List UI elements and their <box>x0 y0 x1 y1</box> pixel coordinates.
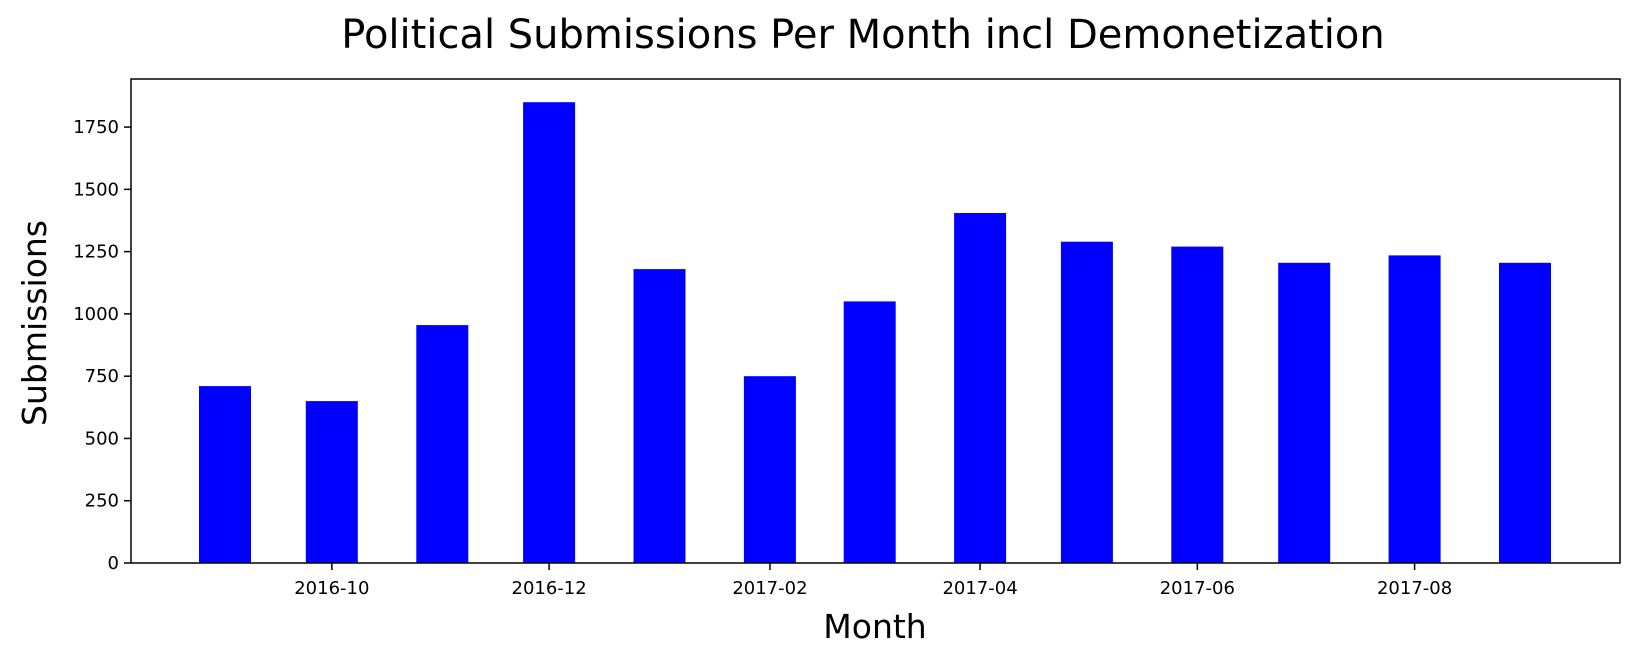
bars-group <box>199 102 1551 563</box>
chart-title: Political Submissions Per Month incl Dem… <box>341 12 1384 58</box>
y-axis: 0 250 500 750 1000 1250 1500 1750 <box>73 117 131 574</box>
bar-2016-12 <box>523 102 576 563</box>
bar-2017-03 <box>843 301 896 563</box>
x-axis-label: Month <box>823 607 926 646</box>
x-axis: 2016-10 2016-12 2017-02 2017-04 2017-06 2017-… <box>294 563 1452 599</box>
bar-2016-09 <box>199 386 251 563</box>
bar-2017-06 <box>1171 246 1224 563</box>
x-tick-label: 2017-06 <box>1160 578 1235 599</box>
plot-area-frame <box>130 78 1621 564</box>
bar-2017-05 <box>1060 241 1113 563</box>
x-tick-label: 2017-02 <box>732 578 807 599</box>
bar-2017-02 <box>743 376 796 563</box>
bar-2017-01 <box>633 269 686 563</box>
y-tick-label: 0 <box>108 553 119 574</box>
y-tick-label: 500 <box>85 428 119 449</box>
bar-2017-07 <box>1278 262 1331 563</box>
x-tick-label: 2017-04 <box>942 578 1017 599</box>
y-axis-label: Submissions <box>15 220 54 426</box>
y-tick-label: 1750 <box>73 117 119 138</box>
x-tick-label: 2017-08 <box>1377 578 1452 599</box>
y-tick-label: 250 <box>85 491 119 512</box>
y-tick-label: 1250 <box>73 242 119 263</box>
y-tick-label: 750 <box>85 366 119 387</box>
bar-2016-10 <box>305 401 358 563</box>
bar-2017-09 <box>1499 262 1551 563</box>
y-tick-label: 1500 <box>73 179 119 200</box>
bar-2016-11 <box>416 325 469 563</box>
x-tick-label: 2016-10 <box>294 578 369 599</box>
x-tick-label: 2016-12 <box>512 578 587 599</box>
y-tick-label: 1000 <box>73 304 119 325</box>
bar-2017-08 <box>1388 255 1441 563</box>
bar-2017-04 <box>954 213 1007 563</box>
